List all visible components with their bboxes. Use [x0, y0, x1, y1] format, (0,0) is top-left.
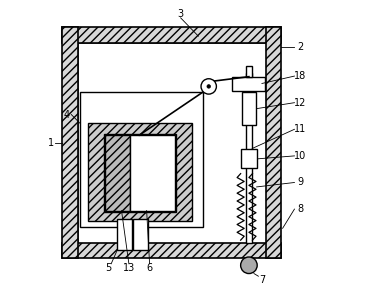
Text: 2: 2	[297, 42, 304, 51]
Bar	[104, 134, 176, 212]
Bar	[246, 66, 252, 77]
Bar	[117, 219, 132, 250]
Bar	[63, 27, 281, 43]
Text: 5: 5	[105, 263, 111, 273]
Text: 7: 7	[259, 275, 265, 285]
Text: 10: 10	[294, 151, 307, 161]
Circle shape	[241, 257, 257, 274]
Text: 6: 6	[147, 263, 153, 273]
Text: 9: 9	[297, 178, 304, 187]
Bar	[130, 135, 175, 211]
Bar	[242, 92, 256, 125]
Bar	[246, 73, 252, 243]
Bar	[241, 149, 257, 168]
Text: 18: 18	[294, 71, 307, 81]
Text: 4: 4	[64, 110, 70, 119]
Text: 1: 1	[47, 138, 53, 148]
Text: 3: 3	[178, 9, 184, 19]
Bar	[133, 219, 148, 250]
Bar	[266, 27, 281, 258]
Bar	[105, 135, 130, 211]
Bar	[63, 243, 281, 258]
Bar	[78, 43, 266, 243]
Bar	[232, 77, 265, 91]
Circle shape	[201, 79, 216, 94]
Bar	[80, 92, 203, 227]
Text: 12: 12	[294, 98, 307, 108]
Text: 13: 13	[123, 263, 135, 273]
Text: 8: 8	[297, 204, 304, 214]
Circle shape	[207, 85, 210, 88]
Bar	[88, 123, 193, 221]
Text: 11: 11	[294, 124, 307, 134]
Bar	[63, 27, 78, 258]
